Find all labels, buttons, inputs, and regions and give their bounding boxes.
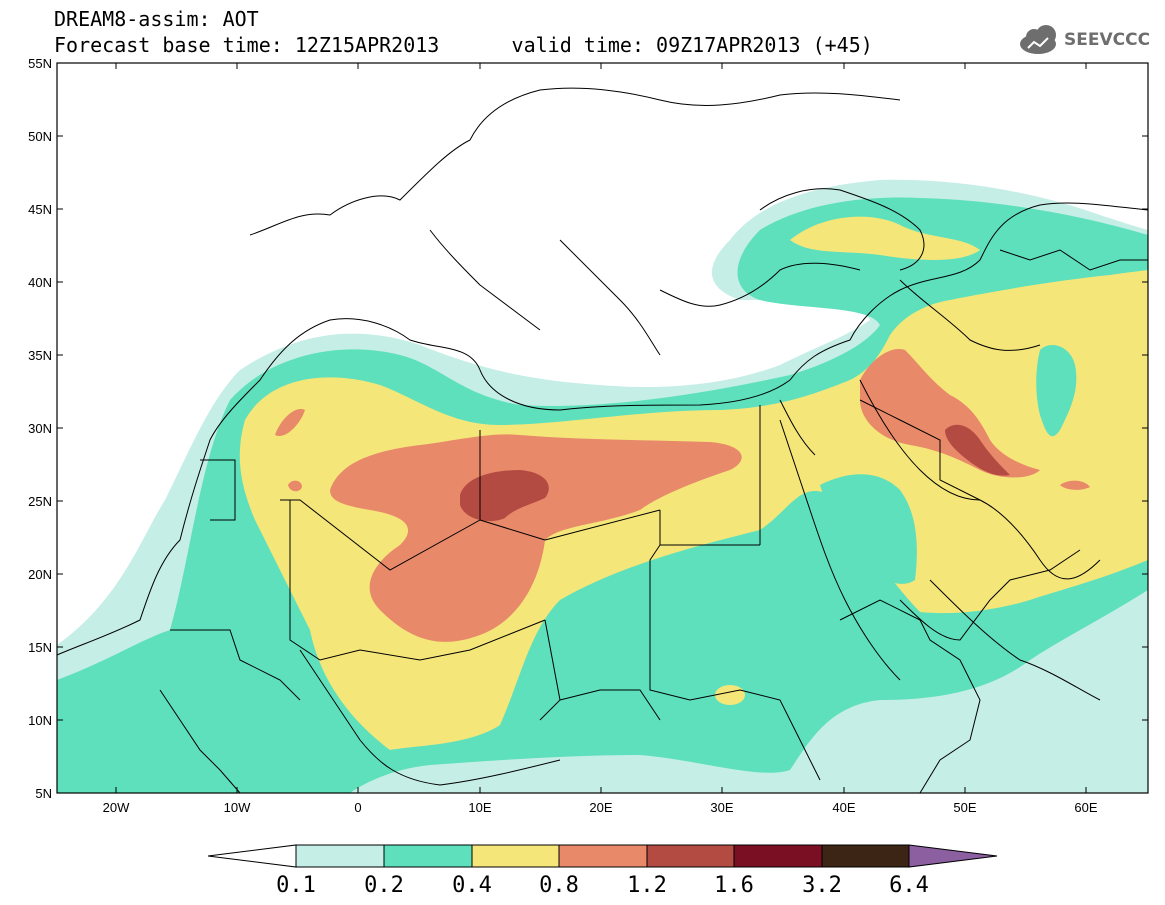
- colorbar-upper-arrow: [908, 844, 998, 868]
- lon-label: 20W: [103, 800, 130, 815]
- lat-label: 40N: [28, 275, 52, 290]
- colorbar-label: 6.4: [889, 873, 929, 898]
- aot-band-0.2-arabia: [820, 474, 917, 584]
- aot-band-1.2-east: [945, 424, 1010, 476]
- chart-title: DREAM8-assim: AOT: [54, 7, 259, 31]
- lat-label: 30N: [28, 421, 52, 436]
- lon-label: 30E: [710, 800, 733, 815]
- lon-label: 0: [354, 800, 361, 815]
- forecast-time-line: Forecast base time: 12Z15APR2013 valid t…: [54, 33, 873, 57]
- lon-label: 60E: [1074, 800, 1097, 815]
- aot-band-1.2: [460, 470, 549, 522]
- lat-labels: 55N 50N 45N 40N 35N 30N 25N 20N 15N 10N …: [28, 56, 52, 801]
- colorbar-segment: [558, 844, 648, 868]
- coastlines: [57, 87, 1148, 793]
- lat-label: 45N: [28, 202, 52, 217]
- colorbar-label: 0.8: [539, 873, 579, 898]
- lat-label: 35N: [28, 348, 52, 363]
- aot-band-0.4-sudan: [715, 685, 745, 705]
- colorbar-label: 3.2: [802, 873, 842, 898]
- lat-label: 20N: [28, 567, 52, 582]
- lat-label: 15N: [28, 640, 52, 655]
- lat-label: 5N: [35, 786, 52, 801]
- aot-field: [57, 63, 1148, 793]
- colorbar-label: 0.4: [452, 873, 492, 898]
- aot-band-0.8-se: [1060, 480, 1090, 490]
- aot-band-0.8-sw: [288, 480, 302, 492]
- colorbar-labels: 0.1 0.2 0.4 0.8 1.2 1.6 3.2 6.4: [276, 873, 929, 898]
- aot-band-0.8: [330, 434, 742, 642]
- colorbar-lower-arrow: [207, 844, 297, 868]
- colorbar-segment: [383, 844, 473, 868]
- lon-label: 40E: [832, 800, 855, 815]
- colorbar-segment: [733, 844, 823, 868]
- aot-band-0.4-north: [790, 216, 980, 260]
- lat-label: 25N: [28, 494, 52, 509]
- lat-label: 50N: [28, 129, 52, 144]
- lon-labels: 20W 10W 0 10E 20E 30E 40E 50E 60E: [103, 800, 1098, 815]
- colorbar-label: 1.6: [714, 873, 754, 898]
- colorbar-segment: [471, 844, 560, 868]
- colorbar-label: 0.1: [276, 873, 316, 898]
- logo-text: SEEVCCC: [1064, 30, 1151, 50]
- axis-ticks: [57, 62, 1148, 794]
- aot-band-0.8-east: [860, 349, 1040, 478]
- aot-band-0.8-west: [275, 409, 305, 436]
- lon-label: 10W: [224, 800, 251, 815]
- colorbar: [207, 844, 998, 868]
- colorbar-segment: [821, 844, 910, 868]
- aot-band-0.2-iran: [1036, 345, 1077, 437]
- colorbar-segment: [646, 844, 735, 868]
- lat-label: 10N: [28, 713, 52, 728]
- lat-label: 55N: [28, 56, 52, 71]
- colorbar-label: 0.2: [364, 873, 404, 898]
- colorbar-label: 1.2: [627, 873, 667, 898]
- lon-label: 50E: [953, 800, 976, 815]
- colorbar-segment: [295, 844, 385, 868]
- cloud-icon: [1020, 25, 1056, 54]
- lon-label: 20E: [589, 800, 612, 815]
- lon-label: 10E: [468, 800, 491, 815]
